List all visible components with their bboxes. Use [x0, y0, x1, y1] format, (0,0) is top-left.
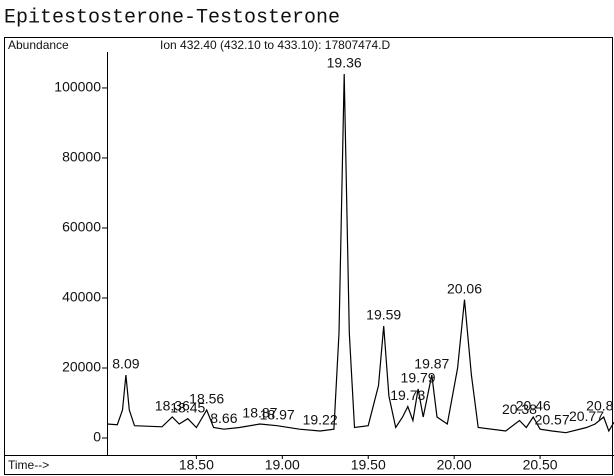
subtitle: Ion 432.40 (432.10 to 433.10): 17807474.… — [160, 38, 391, 52]
peak-label: 20.77 — [569, 408, 604, 424]
peak-label: 19.59 — [366, 307, 401, 323]
peak-label: 18.36 — [155, 398, 190, 414]
x-tick-label: 18.50 — [179, 457, 214, 473]
y-tick-label: 100000 — [54, 79, 101, 95]
peak-label: 18.97 — [260, 406, 295, 422]
trace — [106, 73, 614, 434]
peak-label: 20.06 — [447, 280, 482, 296]
x-tick-label: 19.00 — [265, 457, 300, 473]
peak-label: 18.56 — [189, 391, 224, 407]
peak-label: 20.57 — [535, 412, 570, 428]
x-axis-label: Time--> — [8, 458, 49, 472]
x-tick-label: 20.00 — [437, 457, 472, 473]
y-axis-label: Abundance — [8, 38, 69, 52]
y-tick-label: 0 — [93, 429, 101, 445]
chart-title: Epitestosterone-Testosterone — [4, 6, 340, 29]
y-tick-label: 20000 — [62, 359, 101, 375]
peak-label: 20.46 — [516, 398, 551, 414]
peak-label: 8.09 — [112, 356, 139, 372]
y-tick-label: 40000 — [62, 289, 101, 305]
peak-label: 8.66 — [210, 410, 237, 426]
peak-label: 18.87 — [242, 405, 277, 421]
y-tick-label: 60000 — [62, 219, 101, 235]
y-tick-label: 80000 — [62, 149, 101, 165]
x-tick-label: 20.50 — [523, 457, 558, 473]
peak-label: 20.87 — [586, 398, 614, 414]
peak-label: 19.79 — [401, 370, 436, 386]
x-tick-label: 19.50 — [351, 457, 386, 473]
peak-label: 19.73 — [390, 387, 425, 403]
peak-label: 19.22 — [303, 412, 338, 428]
peak-label: 18.45 — [170, 399, 205, 415]
peak-label: 20.38 — [502, 401, 537, 417]
frame — [4, 37, 613, 475]
peak-label: 19.36 — [327, 55, 362, 71]
peak-label: 19.87 — [414, 356, 449, 372]
